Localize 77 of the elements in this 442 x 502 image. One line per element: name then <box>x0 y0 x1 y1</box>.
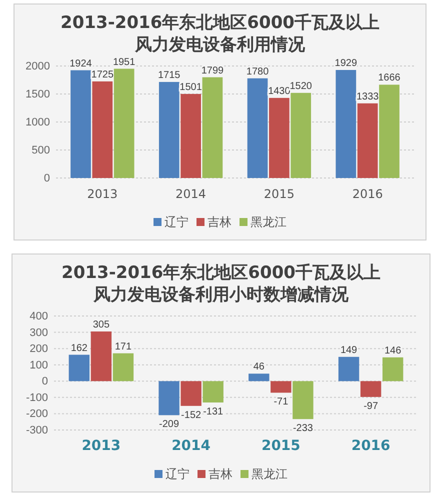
y-tick-label: 1000 <box>26 116 50 129</box>
x-tick-label: 2016 <box>352 187 383 201</box>
x-tick-label: 2013 <box>82 438 121 454</box>
bar <box>357 103 378 178</box>
data-label: -131 <box>203 406 224 418</box>
y-tick-label: 1500 <box>26 88 50 101</box>
data-label: -71 <box>274 396 289 408</box>
chart-title: 2013-2016年东北地区6000千瓦及以上风力发电设备利用小时数增减情况 <box>62 263 380 305</box>
y-tick-label: -200 <box>26 408 48 420</box>
bar <box>338 356 360 382</box>
data-label: 1430 <box>268 86 291 97</box>
data-label: 46 <box>253 362 265 373</box>
x-tick-label: 2014 <box>172 438 211 454</box>
data-label: 1924 <box>70 58 92 70</box>
bar <box>269 98 290 178</box>
data-label: 171 <box>114 341 132 352</box>
bar <box>247 78 268 178</box>
y-tick-label: -100 <box>26 392 48 404</box>
y-tick-label: 0 <box>42 376 48 388</box>
data-label: -97 <box>364 400 378 412</box>
x-tick-label: 2013 <box>87 187 118 201</box>
data-label: 1799 <box>201 65 224 76</box>
bar <box>92 81 113 178</box>
bar <box>292 381 314 420</box>
bar <box>360 381 382 397</box>
data-label: 1929 <box>334 58 358 69</box>
data-label: 162 <box>70 342 88 354</box>
x-tick-label: 2016 <box>351 438 390 454</box>
data-label: 1333 <box>356 91 380 102</box>
x-tick-label: 2014 <box>176 187 206 201</box>
data-label: 146 <box>384 345 402 356</box>
data-label: 149 <box>340 344 358 356</box>
data-label: -233 <box>292 423 314 434</box>
chart-title: 2013-2016年东北地区6000千瓦及以上风力发电设备利用情况 <box>60 13 380 55</box>
data-label: 1520 <box>290 80 312 92</box>
bar <box>290 92 312 178</box>
bar <box>112 353 134 382</box>
data-label: -209 <box>159 419 180 430</box>
bar <box>180 381 202 406</box>
data-label: 1501 <box>180 82 202 93</box>
y-tick-label: 100 <box>30 359 48 372</box>
bar <box>248 374 270 382</box>
bar <box>68 354 90 382</box>
bar <box>270 381 292 393</box>
legend-label: 辽宁 <box>164 215 188 229</box>
data-label: 1780 <box>246 66 270 78</box>
y-tick-label: 200 <box>30 343 48 356</box>
legend-label: 黑龙江 <box>250 215 286 229</box>
y-tick-label: -300 <box>26 424 48 437</box>
data-label: -152 <box>181 410 202 421</box>
bar <box>180 94 201 178</box>
bar <box>158 82 180 178</box>
bar <box>202 77 223 178</box>
data-label: 1715 <box>158 70 181 81</box>
x-tick-label: 2015 <box>264 187 294 201</box>
y-tick-label: 2000 <box>26 60 50 73</box>
legend-label: 吉林 <box>208 215 232 229</box>
bar <box>379 84 400 178</box>
bar <box>70 70 91 178</box>
y-tick-label: 300 <box>30 326 48 339</box>
legend-label: 黑龙江 <box>252 467 288 481</box>
bar <box>202 381 224 402</box>
bar <box>90 331 112 382</box>
y-tick-label: 500 <box>32 144 50 157</box>
legend-label: 吉林 <box>208 467 232 481</box>
x-tick-label: 2015 <box>261 438 300 454</box>
bar <box>382 357 404 382</box>
bar <box>114 68 134 178</box>
legend-label: 辽宁 <box>166 467 190 481</box>
y-tick-label: 400 <box>30 310 48 323</box>
data-label: 1666 <box>378 72 401 84</box>
data-label: 305 <box>92 319 110 330</box>
data-label: 1725 <box>91 69 114 80</box>
bar <box>336 70 356 178</box>
data-label: 1951 <box>112 56 136 68</box>
y-tick-label: 0 <box>44 172 50 185</box>
bar <box>158 381 180 416</box>
